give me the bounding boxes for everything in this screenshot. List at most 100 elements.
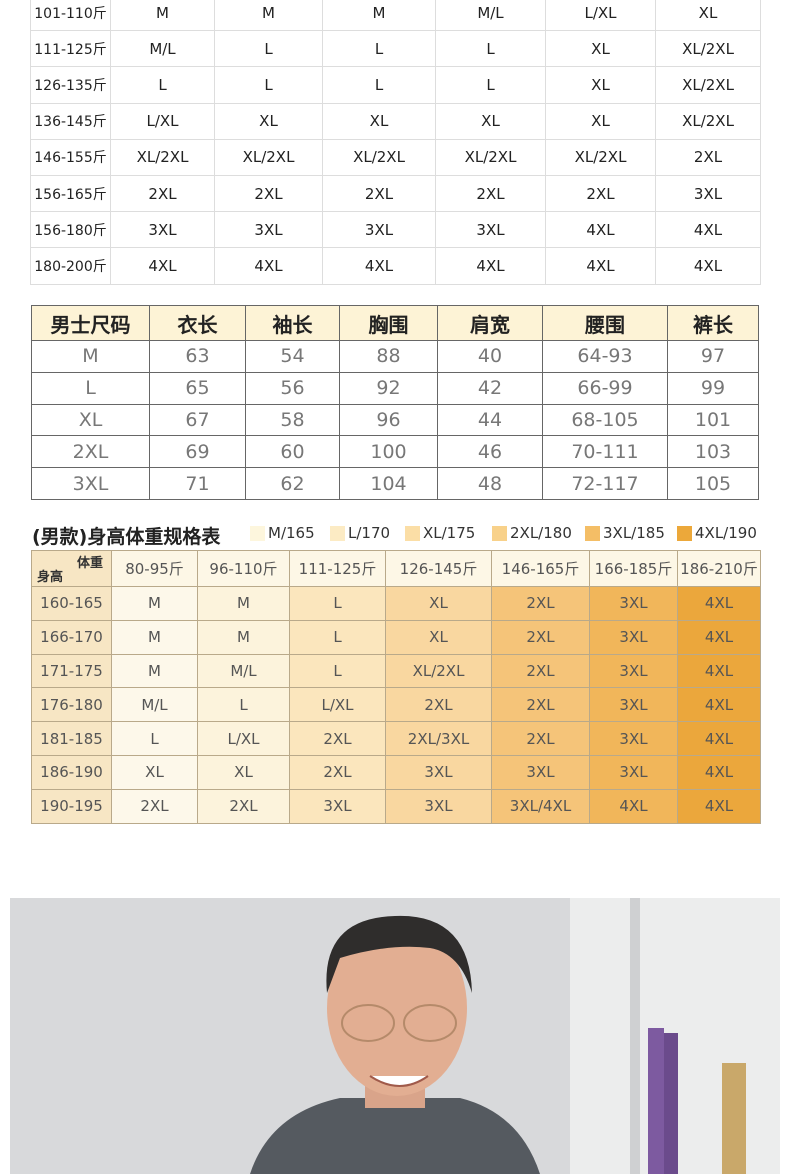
size-cell: XL/2XL: [322, 138, 436, 176]
size-cell: 2XL: [491, 721, 590, 756]
size-cell: 4XL: [677, 586, 761, 621]
measure-cell: 2XL: [31, 435, 150, 469]
size-cell: L: [197, 687, 290, 723]
size-cell: XL/2XL: [545, 138, 656, 176]
measure-cell: 88: [339, 340, 438, 373]
header-cell: 袖长: [245, 305, 340, 341]
size-cell: 2XL: [491, 586, 590, 621]
measure-cell: L: [31, 371, 150, 405]
size-cell: 3XL: [589, 586, 678, 621]
size-cell: M/L: [197, 653, 290, 689]
size-cell: XL: [545, 66, 656, 104]
measure-cell: 65: [149, 371, 246, 405]
size-cell: 4XL: [589, 788, 678, 824]
weight-header: 80-95斤: [111, 550, 198, 587]
measure-cell: 40: [437, 340, 543, 373]
measure-cell: 101: [667, 403, 759, 437]
header-cell: 裤长: [667, 305, 759, 341]
model-photo: [10, 898, 780, 1174]
size-cell: 2XL: [385, 687, 492, 723]
size-cell: 3XL: [589, 619, 678, 655]
size-cell: 2XL: [111, 788, 198, 824]
size-cell: XL: [111, 755, 198, 790]
measure-cell: 99: [667, 371, 759, 405]
size-cell: 4XL: [545, 247, 656, 285]
height-cell: 186-190: [31, 755, 112, 790]
weight-header: 126-145斤: [385, 550, 492, 587]
height-cell: 160-165: [31, 586, 112, 621]
measure-cell: 3XL: [31, 467, 150, 500]
weight-header: 166-185斤: [589, 550, 678, 587]
size-cell: 3XL/4XL: [491, 788, 590, 824]
size-cell: 2XL/3XL: [385, 721, 492, 756]
corner-bottom: 身高: [37, 570, 64, 585]
size-cell: 2XL: [491, 619, 590, 655]
measure-cell: 104: [339, 467, 438, 500]
size-cell: 4XL: [322, 247, 436, 285]
size-cell: 4XL: [655, 247, 761, 285]
height-cell: 171-175: [31, 653, 112, 689]
table-title: (男款)身高体重规格表: [32, 526, 221, 548]
size-cell: 2XL: [491, 653, 590, 689]
measure-cell: 71: [149, 467, 246, 500]
weight-header: 111-125斤: [289, 550, 386, 587]
height-cell: 181-185: [31, 721, 112, 756]
measure-cell: 60: [245, 435, 340, 469]
size-cell: XL: [545, 30, 656, 68]
height-cell: 190-195: [31, 788, 112, 824]
size-cell: XL: [545, 102, 656, 140]
size-cell: XL: [322, 102, 436, 140]
header-cell: 男士尺码: [31, 305, 150, 341]
legend-label: 3XL/185: [603, 524, 665, 542]
size-cell: 2XL: [491, 687, 590, 723]
size-cell: XL/2XL: [655, 30, 761, 68]
size-cell: 3XL: [589, 755, 678, 790]
size-cell: L: [322, 66, 436, 104]
measure-cell: 105: [667, 467, 759, 500]
measure-cell: 54: [245, 340, 340, 373]
size-cell: XL: [655, 0, 761, 32]
size-cell: 3XL: [214, 211, 323, 249]
measure-cell: XL: [31, 403, 150, 437]
weight-cell: 180-200斤: [30, 247, 111, 285]
measure-cell: 48: [437, 467, 543, 500]
size-cell: M: [214, 0, 323, 32]
size-cell: 3XL: [655, 175, 761, 213]
weight-header: 146-165斤: [491, 550, 590, 587]
size-cell: L/XL: [545, 0, 656, 32]
measure-cell: 66-99: [542, 371, 668, 405]
measure-cell: 67: [149, 403, 246, 437]
measure-cell: 44: [437, 403, 543, 437]
measure-cell: M: [31, 340, 150, 373]
size-cell: 4XL: [110, 247, 215, 285]
legend-swatch: [330, 526, 345, 541]
legend-label: M/165: [268, 524, 315, 542]
size-cell: 4XL: [655, 211, 761, 249]
weight-cell: 156-180斤: [30, 211, 111, 249]
legend-swatch: [677, 526, 692, 541]
measure-cell: 62: [245, 467, 340, 500]
header-cell: 腰围: [542, 305, 668, 341]
size-cell: XL/2XL: [214, 138, 323, 176]
measure-cell: 42: [437, 371, 543, 405]
measure-cell: 103: [667, 435, 759, 469]
size-cell: M: [111, 653, 198, 689]
measure-cell: 69: [149, 435, 246, 469]
size-cell: 4XL: [214, 247, 323, 285]
size-cell: M: [111, 586, 198, 621]
size-cell: XL/2XL: [435, 138, 546, 176]
size-cell: 3XL: [491, 755, 590, 790]
size-cell: 3XL: [589, 687, 678, 723]
size-cell: L/XL: [197, 721, 290, 756]
weight-header: 186-210斤: [677, 550, 761, 587]
legend-label: XL/175: [423, 524, 476, 542]
measure-cell: 58: [245, 403, 340, 437]
size-cell: L: [214, 30, 323, 68]
size-cell: 2XL: [289, 721, 386, 756]
size-cell: 2XL: [214, 175, 323, 213]
size-cell: M/L: [110, 30, 215, 68]
size-cell: 4XL: [677, 619, 761, 655]
size-cell: L: [289, 586, 386, 621]
weight-header: 96-110斤: [197, 550, 290, 587]
size-cell: 3XL: [289, 788, 386, 824]
